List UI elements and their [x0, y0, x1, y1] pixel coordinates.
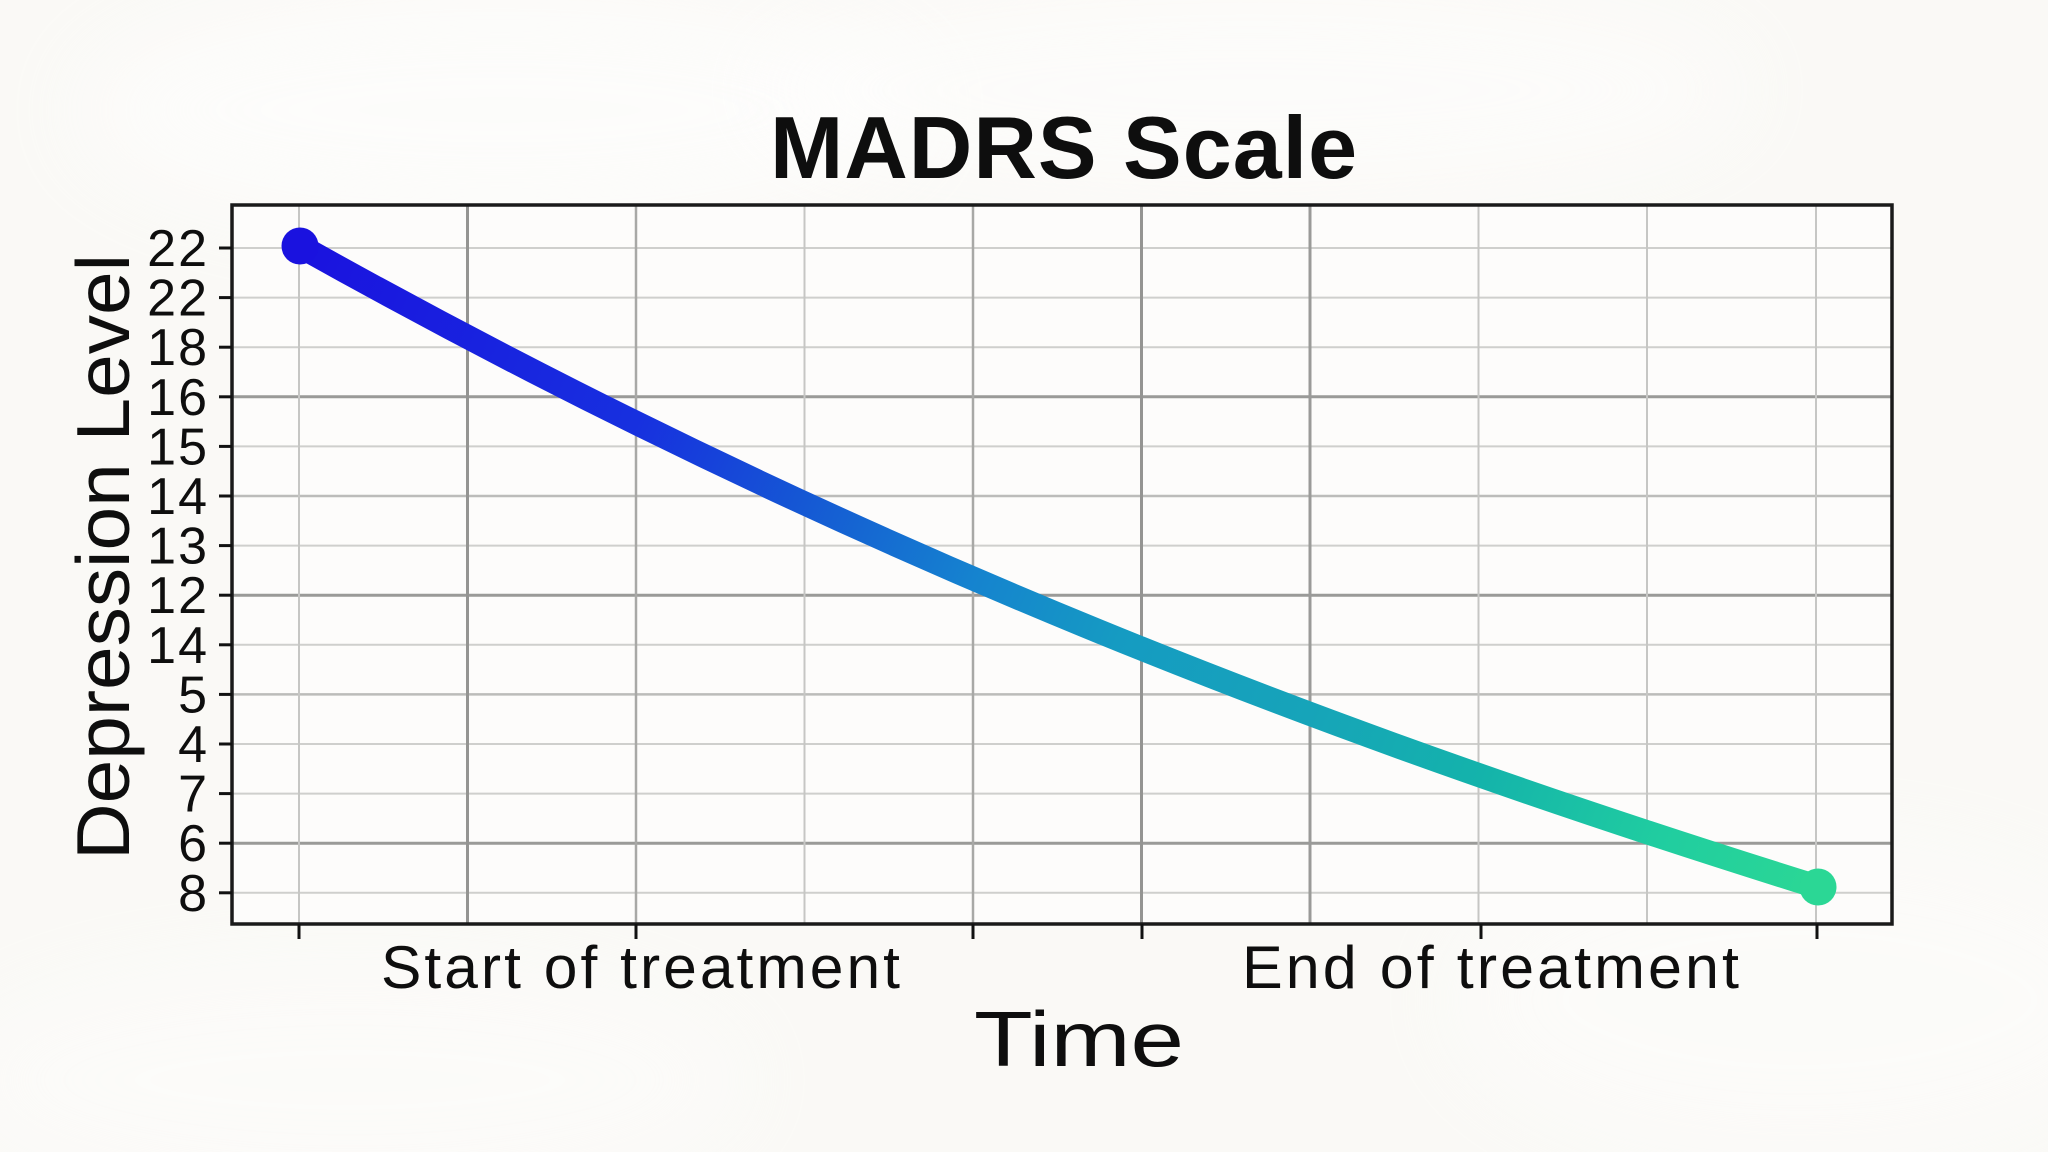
svg-text:Start of treatment: Start of treatment: [381, 934, 903, 1001]
svg-text:22: 22: [147, 220, 209, 278]
svg-text:22: 22: [147, 270, 209, 328]
svg-text:Depression Level: Depression Level: [61, 254, 145, 860]
svg-text:14: 14: [147, 468, 209, 526]
svg-text:4: 4: [178, 716, 209, 774]
svg-text:6: 6: [178, 815, 209, 873]
svg-text:16: 16: [147, 369, 209, 427]
svg-text:MADRS Scale: MADRS Scale: [770, 98, 1358, 197]
svg-text:End of treatment: End of treatment: [1242, 934, 1742, 1001]
svg-text:18: 18: [147, 319, 209, 377]
svg-text:15: 15: [147, 418, 209, 476]
svg-text:14: 14: [147, 617, 209, 675]
svg-text:13: 13: [147, 518, 209, 576]
svg-text:5: 5: [178, 666, 209, 724]
svg-text:Time: Time: [974, 995, 1184, 1083]
svg-text:8: 8: [178, 865, 209, 923]
svg-text:12: 12: [147, 567, 209, 625]
svg-text:7: 7: [178, 766, 209, 824]
